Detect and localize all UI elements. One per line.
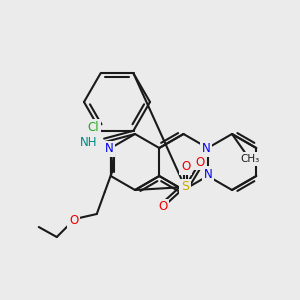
Text: O: O [158, 200, 168, 214]
Text: O: O [181, 160, 190, 173]
Text: NH: NH [80, 136, 98, 148]
Text: O: O [195, 155, 205, 169]
Text: S: S [181, 181, 189, 194]
Text: O: O [69, 214, 78, 226]
Text: N: N [203, 167, 212, 181]
Text: Cl: Cl [88, 121, 99, 134]
Text: CH₃: CH₃ [240, 154, 260, 164]
Text: N: N [104, 142, 113, 155]
Text: N: N [201, 142, 210, 155]
